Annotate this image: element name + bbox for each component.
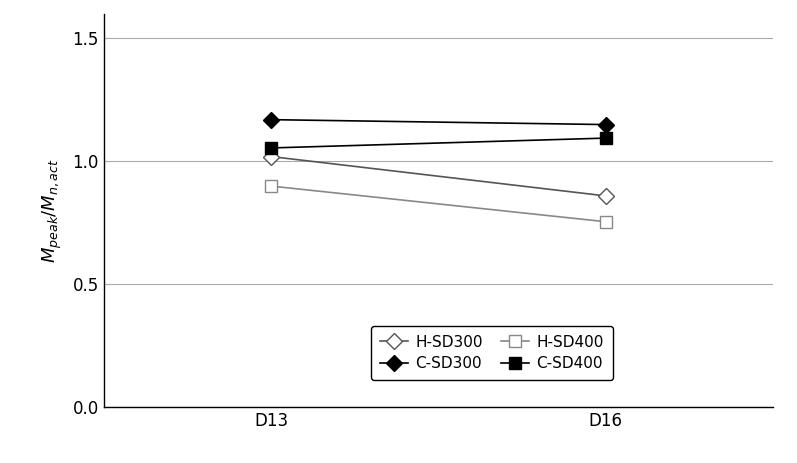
C-SD400 <box>266 145 276 151</box>
Line: H-SD300: H-SD300 <box>265 151 611 201</box>
Line: C-SD400: C-SD400 <box>265 132 611 154</box>
Legend: H-SD300, C-SD300, H-SD400, C-SD400: H-SD300, C-SD300, H-SD400, C-SD400 <box>371 325 613 380</box>
C-SD300 <box>266 117 276 122</box>
H-SD300 <box>266 154 276 159</box>
C-SD300 <box>601 122 611 127</box>
H-SD400 <box>266 183 276 189</box>
Y-axis label: $M_{peak}/M_{n,act}$: $M_{peak}/M_{n,act}$ <box>41 158 64 263</box>
H-SD300 <box>601 193 611 199</box>
Line: C-SD300: C-SD300 <box>265 114 611 130</box>
H-SD400 <box>601 219 611 225</box>
Line: H-SD400: H-SD400 <box>265 181 611 227</box>
C-SD400 <box>601 135 611 141</box>
